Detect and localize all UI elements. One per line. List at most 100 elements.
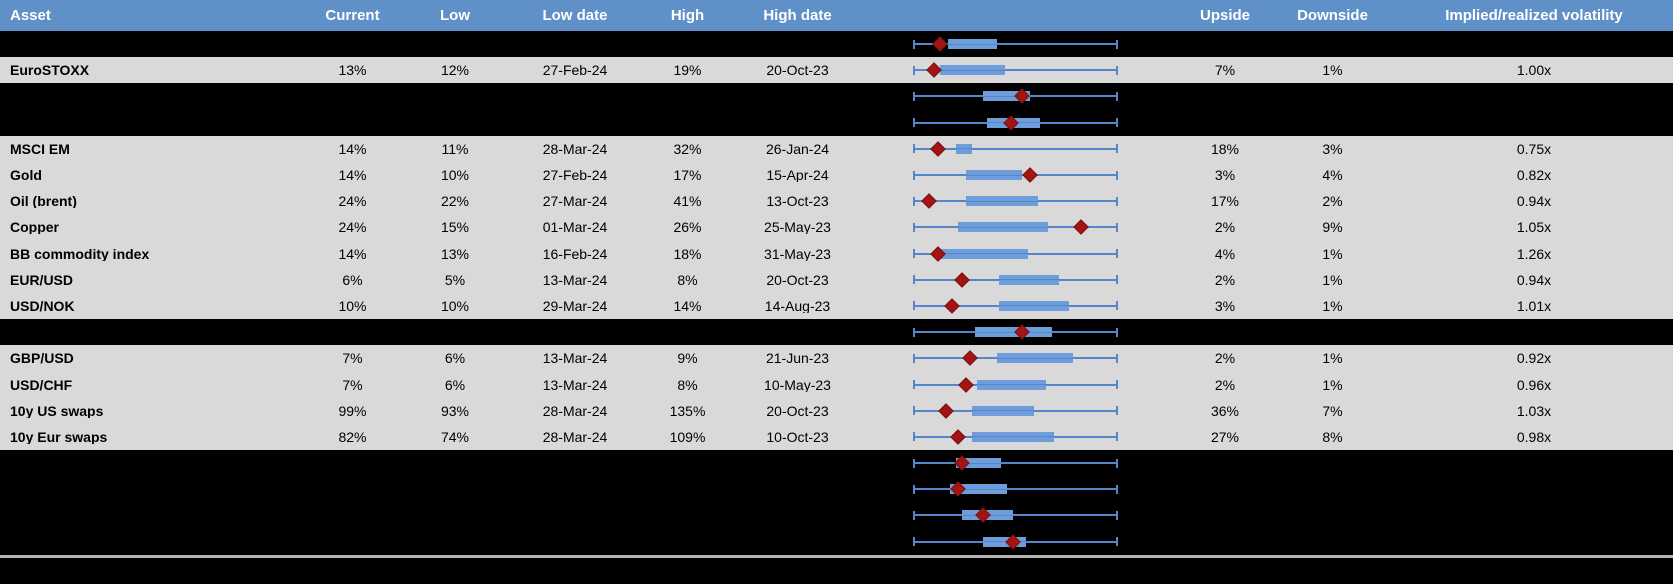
boxplot — [860, 57, 1180, 83]
current-marker-diamond — [962, 350, 979, 367]
current-cell: 7% — [342, 377, 363, 392]
asset-cell: BB commodity index — [10, 246, 150, 261]
iqr-box — [982, 91, 1030, 102]
boxplot — [860, 110, 1180, 136]
table-row: 10y Eur swaps 82% 74% 28-Mar-24 109% 10-Oct-2… — [0, 423, 1673, 450]
low-date-cell: 16-Feb-24 — [542, 246, 608, 261]
iqr-box — [966, 170, 1022, 181]
boxplot — [860, 31, 1180, 57]
boxplot-track — [913, 188, 1118, 214]
implied-realized-cell: 1.26x — [1516, 246, 1552, 261]
whisker-cap-right — [1116, 380, 1118, 390]
low-cell: 22% — [440, 194, 470, 209]
boxplot — [860, 214, 1180, 240]
low-cell: 15% — [440, 220, 470, 235]
high-date-cell: 31-May-23 — [764, 246, 831, 261]
low-date-cell: 27-Mar-24 — [542, 194, 608, 209]
table-row: MSCI EM 14% 11% 28-Mar-24 32% 26-Jan-24 18% 3% 0… — [0, 135, 1673, 162]
whisker-cap-left — [913, 39, 915, 49]
boxplot — [860, 424, 1180, 450]
whisker-cap-left — [913, 484, 915, 494]
whisker-line — [913, 69, 1118, 72]
current-marker-diamond — [944, 298, 960, 314]
current-marker-diamond — [954, 272, 970, 288]
low-cell: 12% — [440, 63, 470, 78]
current-cell: 24% — [338, 194, 367, 209]
table-row: EUR/USD 6% 5% 13-Mar-24 8% 20-Oct-23 2% 1% 0.94x — [0, 266, 1673, 293]
low-date-cell: 28-Mar-24 — [542, 403, 608, 418]
whisker-cap-right — [1116, 510, 1118, 520]
boxplot — [860, 450, 1180, 476]
boxplot-track — [913, 57, 1118, 83]
table-row — [0, 450, 1673, 477]
upside-cell: 2% — [1214, 351, 1236, 366]
iqr-box — [966, 196, 1039, 207]
whisker-cap-left — [913, 275, 915, 285]
current-cell: 14% — [338, 141, 367, 156]
upside-cell: 27% — [1210, 429, 1240, 444]
high-cell: 14% — [673, 298, 702, 313]
boxplot — [860, 476, 1180, 502]
boxplot-track — [913, 502, 1118, 528]
downside-cell: 1% — [1322, 351, 1343, 366]
downside-cell: 1% — [1322, 377, 1343, 392]
high-date-cell: 25-May-23 — [764, 220, 831, 235]
low-cell: 74% — [440, 429, 470, 444]
table-body: EuroSTOXX 13% 12% 27-Feb-24 19% 20-Oct-23 7% 1%… — [0, 31, 1673, 555]
boxplot-track — [913, 31, 1118, 57]
whisker-cap-left — [913, 353, 915, 363]
low-date-cell: 01-Mar-24 — [542, 220, 608, 235]
whisker-cap-right — [1116, 458, 1118, 468]
high-cell: 32% — [673, 141, 702, 156]
whisker-cap-left — [913, 249, 915, 259]
whisker-cap-left — [913, 118, 915, 128]
boxplot — [860, 162, 1180, 188]
column-header-upside: Upside — [1199, 8, 1250, 23]
whisker-cap-right — [1116, 353, 1118, 363]
whisker-cap-right — [1116, 118, 1118, 128]
high-date-cell: 20-Oct-23 — [766, 63, 829, 78]
whisker-cap-left — [913, 301, 915, 311]
current-cell: 14% — [338, 168, 367, 183]
table-row: Copper 24% 15% 01-Mar-24 26% 25-May-23 2% 9% 1.0… — [0, 214, 1673, 241]
asset-cell: 10y Eur swaps — [10, 429, 108, 444]
asset-cell: USD/CHF — [10, 377, 73, 392]
boxplot-track — [913, 267, 1118, 293]
table-row: Gold 14% 10% 27-Feb-24 17% 15-Apr-24 3% 4% 0.82x — [0, 161, 1673, 189]
boxplot — [860, 136, 1180, 162]
low-date-cell: 27-Feb-24 — [542, 63, 608, 78]
low-cell: 10% — [440, 298, 470, 313]
column-header-high: High — [670, 8, 705, 23]
whisker-cap-left — [913, 537, 915, 547]
high-cell: 8% — [677, 377, 698, 392]
current-cell: 10% — [338, 298, 367, 313]
boxplot-track — [913, 398, 1118, 424]
table-row — [0, 83, 1673, 110]
downside-cell: 8% — [1322, 429, 1343, 444]
boxplot-track — [913, 214, 1118, 240]
table-row — [0, 31, 1673, 58]
table-row: USD/CHF 7% 6% 13-Mar-24 8% 10-May-23 2% 1% 0.96x — [0, 371, 1673, 398]
column-header-high-date: High date — [763, 8, 832, 23]
table-row: Oil (brent) 24% 22% 27-Mar-24 41% 13-Oct-23 17… — [0, 188, 1673, 215]
boxplot-track — [913, 529, 1118, 555]
asset-cell: EUR/USD — [10, 272, 74, 287]
boxplot — [860, 502, 1180, 528]
column-header-asset: Asset — [10, 8, 51, 23]
table-row: USD/NOK 10% 10% 29-Mar-24 14% 14-Aug-23 3% 1% 1.… — [0, 292, 1673, 320]
upside-cell: 18% — [1210, 141, 1240, 156]
whisker-cap-right — [1116, 222, 1118, 232]
current-cell: 14% — [338, 246, 367, 261]
current-marker-diamond — [921, 193, 938, 209]
low-date-cell: 13-Mar-24 — [542, 377, 608, 392]
implied-realized-cell: 0.98x — [1516, 429, 1552, 444]
upside-cell: 2% — [1214, 220, 1236, 235]
high-cell: 9% — [677, 351, 698, 366]
iqr-box — [956, 143, 973, 154]
whisker-cap-left — [913, 458, 915, 468]
table-row — [0, 528, 1673, 555]
high-date-cell: 10-Oct-23 — [766, 429, 829, 444]
table-row — [0, 319, 1673, 346]
iqr-box — [999, 300, 1069, 311]
iqr-box — [997, 353, 1073, 364]
